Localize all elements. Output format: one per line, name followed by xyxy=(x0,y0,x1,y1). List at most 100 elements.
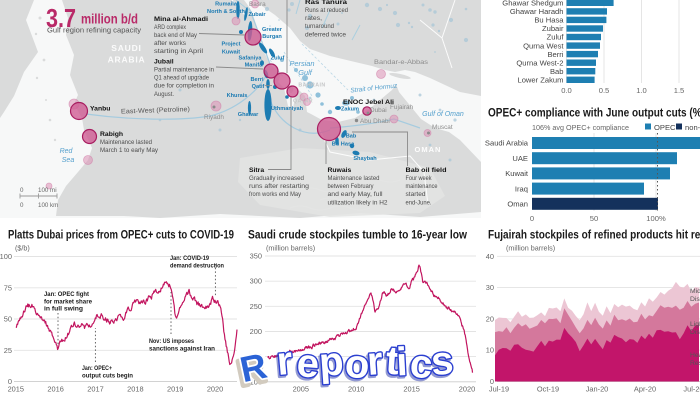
svg-text:UAE: UAE xyxy=(512,154,528,163)
svg-text:BAHRAIN: BAHRAIN xyxy=(298,83,325,89)
svg-text:Red: Red xyxy=(60,148,74,155)
svg-text:Runs at reduced: Runs at reduced xyxy=(305,7,348,14)
svg-text:Bab oil field: Bab oil field xyxy=(406,167,447,174)
svg-text:Sea: Sea xyxy=(62,157,75,164)
svg-text:100%: 100% xyxy=(646,214,666,223)
svg-text:Iraq: Iraq xyxy=(515,184,528,193)
svg-text:o: o xyxy=(343,342,371,388)
svg-text:Shaybah: Shaybah xyxy=(353,156,377,162)
svg-text:Qurna West-2: Qurna West-2 xyxy=(516,58,563,67)
svg-text:March 1 to early May: March 1 to early May xyxy=(100,147,159,154)
svg-text:2019: 2019 xyxy=(167,385,183,394)
svg-text:50: 50 xyxy=(4,315,12,324)
svg-text:Saudi crude stockpiles tumble: Saudi crude stockpiles tumble to 16-year… xyxy=(248,228,468,242)
svg-text:2017: 2017 xyxy=(87,385,103,394)
svg-text:Distillates: Distillates xyxy=(690,329,700,336)
svg-text:250: 250 xyxy=(250,302,262,311)
svg-text:Fujairah: Fujairah xyxy=(390,104,414,111)
svg-text:0: 0 xyxy=(530,214,534,223)
svg-text:150: 150 xyxy=(250,352,262,361)
svg-text:t: t xyxy=(383,341,399,386)
svg-text:rates,: rates, xyxy=(305,15,322,22)
svg-text:due for completion in: due for completion in xyxy=(154,83,214,90)
svg-text:20: 20 xyxy=(486,314,494,323)
svg-text:Jan: OPEC fight: Jan: OPEC fight xyxy=(44,291,90,298)
svg-text:between February: between February xyxy=(328,183,375,190)
svg-text:Persian: Persian xyxy=(289,59,314,68)
svg-text:2020: 2020 xyxy=(459,385,475,394)
svg-text:Lower Zakum: Lower Zakum xyxy=(517,76,563,85)
svg-text:2015: 2015 xyxy=(403,385,419,394)
svg-text:QATAR: QATAR xyxy=(293,99,313,105)
svg-text:Abu Dhabi: Abu Dhabi xyxy=(360,118,390,125)
svg-text:Greater: Greater xyxy=(262,27,283,33)
svg-text:runs after restarting: runs after restarting xyxy=(249,183,309,190)
svg-text:utilization likely in H2: utilization likely in H2 xyxy=(328,199,388,206)
svg-text:Partial maintenance in: Partial maintenance in xyxy=(154,67,214,74)
svg-text:350: 350 xyxy=(250,252,262,261)
svg-text:Muscat: Muscat xyxy=(432,124,453,131)
svg-text:Heavy: Heavy xyxy=(690,352,700,359)
svg-text:and early May, full: and early May, full xyxy=(328,191,384,198)
svg-text:0.0: 0.0 xyxy=(561,86,572,95)
svg-text:c: c xyxy=(408,342,434,388)
svg-text:p: p xyxy=(318,339,345,385)
svg-text:t: t xyxy=(384,339,400,384)
svg-text:Zubair: Zubair xyxy=(542,24,564,33)
svg-text:0: 0 xyxy=(20,187,24,194)
svg-text:in full swing: in full swing xyxy=(44,306,83,313)
svg-text:50: 50 xyxy=(590,214,598,223)
svg-text:Kuwait: Kuwait xyxy=(222,50,240,56)
svg-text:Bab: Bab xyxy=(550,67,564,76)
svg-text:Rabigh: Rabigh xyxy=(100,131,123,138)
svg-text:r: r xyxy=(275,339,294,384)
svg-text:300: 300 xyxy=(250,277,262,286)
svg-text:starting in April: starting in April xyxy=(154,48,204,55)
svg-text:Zuluf: Zuluf xyxy=(547,33,565,42)
svg-text:Qatif: Qatif xyxy=(252,84,265,90)
svg-text:non-OPEC: non-OPEC xyxy=(685,123,700,132)
svg-text:August.: August. xyxy=(154,91,174,98)
svg-text:Ghawar Shedgum: Ghawar Shedgum xyxy=(502,0,563,8)
svg-text:Maintenance lasted: Maintenance lasted xyxy=(100,139,152,146)
svg-text:3.7: 3.7 xyxy=(46,3,76,33)
svg-text:sanctions against Iran: sanctions against Iran xyxy=(149,345,215,352)
svg-text:Jubail: Jubail xyxy=(154,59,174,66)
svg-text:Strait of Hormuz: Strait of Hormuz xyxy=(350,82,398,94)
svg-text:North & South: North & South xyxy=(207,9,245,15)
svg-text:100 km: 100 km xyxy=(38,202,58,209)
svg-text:Platts Dubai prices from OPEC+: Platts Dubai prices from OPEC+ cuts to C… xyxy=(8,228,234,242)
svg-text:s: s xyxy=(428,341,453,386)
svg-text:Jan: OPEC+: Jan: OPEC+ xyxy=(82,365,112,372)
svg-text:million b/d: million b/d xyxy=(81,11,138,27)
svg-text:after works: after works xyxy=(154,40,187,47)
svg-text:i: i xyxy=(395,340,408,385)
svg-text:2020: 2020 xyxy=(207,385,223,394)
svg-text:demand destruction: demand destruction xyxy=(170,262,224,269)
svg-text:Ghawar Haradh: Ghawar Haradh xyxy=(510,7,564,16)
svg-text:Oct-19: Oct-19 xyxy=(537,385,559,394)
svg-text:Yanbu: Yanbu xyxy=(90,106,110,113)
svg-text:turnaround: turnaround xyxy=(305,23,334,30)
svg-text:Nov: US imposes: Nov: US imposes xyxy=(149,338,194,345)
svg-text:p: p xyxy=(316,341,343,387)
svg-text:East-West (Petroline): East-West (Petroline) xyxy=(121,106,190,115)
svg-text:Ras Tanura: Ras Tanura xyxy=(305,0,347,6)
svg-text:Distillates: Distillates xyxy=(690,296,700,303)
svg-text:Ghawar: Ghawar xyxy=(238,112,259,118)
svg-text:SAUDI: SAUDI xyxy=(111,43,141,53)
svg-text:Residues: Residues xyxy=(690,360,700,367)
svg-text:Jul-20: Jul-20 xyxy=(683,385,700,394)
svg-text:Jul-19: Jul-19 xyxy=(489,385,509,394)
svg-text:Ruwais: Ruwais xyxy=(328,167,352,174)
svg-text:0.5: 0.5 xyxy=(599,86,610,95)
svg-text:Kuwait: Kuwait xyxy=(505,169,529,178)
svg-text:Project: Project xyxy=(222,42,241,48)
svg-text:Mina al-Ahmadi: Mina al-Ahmadi xyxy=(154,16,208,23)
svg-text:Gulf of Oman: Gulf of Oman xyxy=(422,111,464,118)
svg-text:maintenance: maintenance xyxy=(406,183,438,190)
svg-text:106% avg OPEC+ compliance: 106% avg OPEC+ compliance xyxy=(532,123,629,132)
svg-text:from works end May: from works end May xyxy=(249,191,302,198)
svg-text:40: 40 xyxy=(486,252,494,261)
svg-text:Berri: Berri xyxy=(547,50,563,59)
